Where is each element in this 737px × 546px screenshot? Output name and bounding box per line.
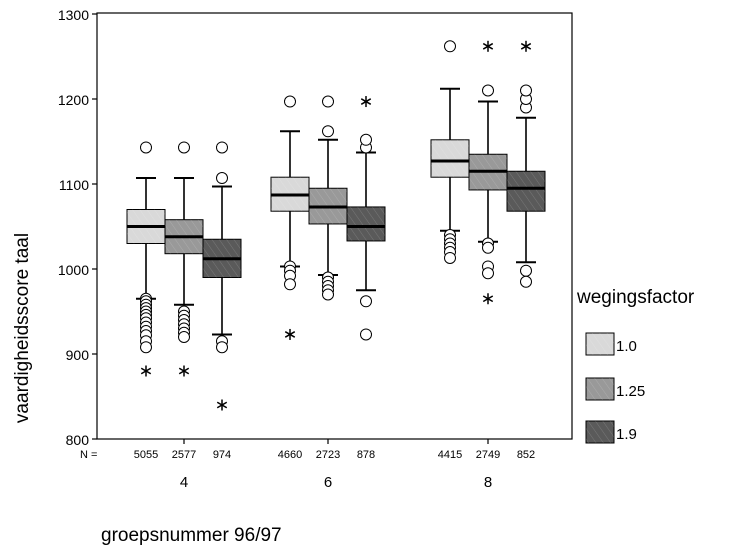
outlier-point (482, 84, 494, 97)
y-axis-label: vaardigheidsscore taal (12, 233, 33, 423)
outlier-point (520, 264, 532, 277)
extreme-point (216, 399, 228, 411)
outlier-point (178, 331, 190, 343)
box-8-1.0 (430, 40, 470, 264)
y-tick-label-1100: 1100 (59, 177, 89, 193)
extreme-point (284, 328, 296, 340)
box-6-1.0 (270, 95, 310, 340)
legend-swatch-texture (586, 333, 614, 355)
outlier-point (360, 295, 372, 308)
legend: wegingsfactor 1.0 1.25 1.9 (576, 287, 695, 444)
outlier-point (216, 172, 228, 185)
x-axis-label: groepsnummer 96/97 (101, 525, 282, 546)
n-count-6-1.25: 2723 (316, 449, 340, 461)
n-count-8-1.25: 2749 (476, 449, 500, 461)
outlier-point (284, 95, 296, 108)
outlier-point (360, 133, 372, 146)
extreme-point (520, 40, 532, 52)
extreme-point (482, 40, 494, 52)
x-group-label-6: 6 (324, 474, 332, 491)
n-count-4-1.0: 5055 (134, 449, 158, 461)
n-count-4-1.9: 974 (213, 449, 231, 461)
legend-entry-1.0: 1.0 (585, 332, 637, 356)
y-axis: 800 900 1000 1100 1200 1300 (58, 7, 97, 448)
extreme-point (140, 365, 152, 377)
box-4-1.0 (126, 141, 166, 377)
legend-entry-1.9: 1.9 (585, 420, 637, 444)
x-group-label-8: 8 (484, 474, 492, 491)
y-tick-label-900: 900 (66, 347, 90, 363)
box-4-1.9 (202, 141, 242, 411)
box-6-1.25 (308, 95, 348, 301)
outlier-point (444, 251, 456, 264)
outlier-point (216, 341, 228, 354)
box-texture (347, 206, 385, 241)
outlier-point (216, 141, 228, 154)
outlier-point (140, 341, 152, 354)
box-series (126, 40, 546, 411)
x-axis: 4 6 8 (180, 439, 492, 491)
legend-entry-1.25: 1.25 (585, 377, 645, 401)
box-8-1.9 (506, 40, 546, 288)
box-4-1.25 (164, 141, 204, 377)
legend-swatch-texture (586, 378, 614, 400)
outlier-point (520, 84, 532, 97)
outlier-point (322, 288, 334, 301)
extreme-point (178, 365, 190, 377)
n-count-6-1.0: 4660 (278, 449, 302, 461)
extreme-point (360, 96, 372, 108)
y-tick-label-1300: 1300 (58, 7, 89, 23)
legend-label: 1.25 (616, 383, 645, 400)
box-8-1.25 (468, 40, 508, 305)
legend-title: wegingsfactor (576, 287, 695, 308)
outlier-point (322, 125, 334, 138)
y-tick-label-1200: 1200 (58, 92, 89, 108)
outlier-point (140, 141, 152, 154)
box-texture (507, 171, 545, 212)
outlier-point (520, 275, 532, 288)
box-6-1.9 (346, 96, 386, 341)
legend-label: 1.0 (616, 338, 637, 355)
outlier-point (360, 328, 372, 341)
x-group-label-4: 4 (180, 474, 188, 491)
y-tick-label-1000: 1000 (58, 262, 89, 278)
outlier-point (322, 95, 334, 108)
outlier-point (444, 40, 456, 53)
outlier-point (482, 241, 494, 254)
n-count-8-1.0: 4415 (438, 449, 462, 461)
n-count-6-1.9: 878 (357, 449, 375, 461)
extreme-point (482, 293, 494, 305)
outlier-point (284, 278, 296, 291)
outlier-point (482, 267, 494, 280)
legend-swatch-texture (586, 421, 614, 443)
box-texture (431, 139, 469, 178)
legend-label: 1.9 (616, 426, 637, 443)
n-count-4-1.25: 2577 (172, 449, 196, 461)
y-tick-label-800: 800 (66, 432, 90, 448)
outlier-point (178, 141, 190, 154)
n-count-labels: N = 5055 4660 4415 2577 2723 2749 974 878 852 (80, 449, 535, 461)
n-label-prefix: N = (80, 449, 97, 461)
n-count-8-1.9: 852 (517, 449, 535, 461)
